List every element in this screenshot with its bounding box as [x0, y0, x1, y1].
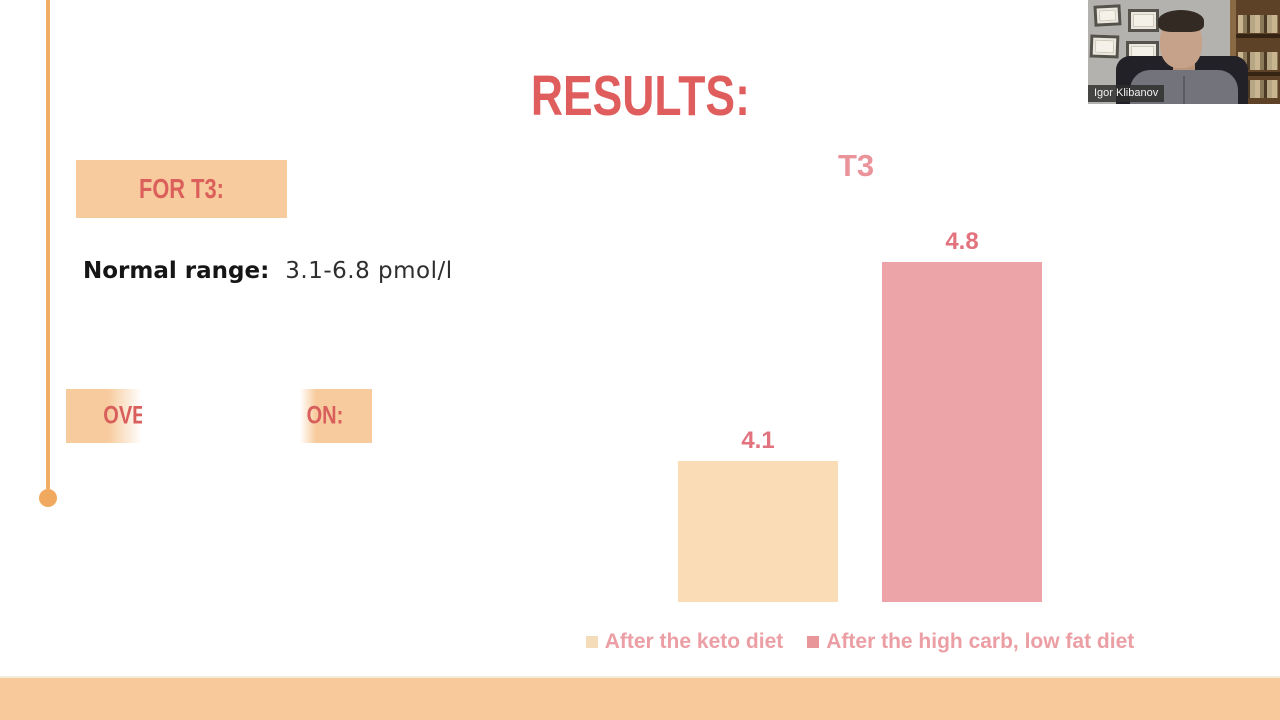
certificate — [1094, 39, 1115, 54]
for-t3-label: FOR T3: — [139, 173, 224, 204]
legend-label-high-carb: After the high carb, low fat diet — [826, 630, 1135, 653]
books — [1238, 15, 1278, 33]
chart-legend: After the keto diet After the high carb,… — [440, 628, 1280, 656]
partial-caption-box-right: ON: — [300, 389, 372, 443]
normal-range-value: 3.1-6.8 pmol/l — [285, 258, 453, 284]
books — [1238, 80, 1278, 98]
partial-caption-left-text: OVE — [103, 401, 142, 430]
normal-range-row: Normal range: 3.1-6.8 pmol/l — [83, 258, 453, 284]
legend-item-keto: After the keto diet — [585, 630, 784, 654]
certificate — [1133, 14, 1154, 27]
webcam-name-badge: Igor Klibanov — [1088, 85, 1165, 102]
slide-title-text: RESULTS: — [530, 64, 750, 129]
sweater-zipper — [1183, 76, 1185, 104]
shelf — [1236, 72, 1280, 76]
bar-value-label: 4.8 — [945, 228, 979, 255]
partial-caption-right-text: ON: — [306, 401, 344, 430]
bar-high-carb-diet — [882, 262, 1042, 602]
books — [1238, 52, 1278, 70]
for-t3-highlight-box: FOR T3: — [76, 160, 287, 218]
webcam-overlay: Igor Klibanov — [1088, 0, 1280, 104]
chart-title: T3 — [838, 148, 875, 183]
shelf — [1236, 34, 1280, 38]
slide-title: RESULTS: — [0, 68, 1280, 125]
legend-swatch-high-carb-icon — [807, 636, 820, 648]
legend-label-keto: After the keto diet — [604, 630, 784, 653]
certificate-frame — [1128, 9, 1159, 32]
partial-caption-box-left: OVE — [66, 389, 142, 443]
bar-value-label: 4.1 — [741, 427, 775, 454]
certificate-frame — [1093, 4, 1122, 27]
normal-range-label: Normal range: — [83, 258, 270, 284]
timeline-line — [46, 0, 50, 489]
person-hair — [1158, 10, 1204, 32]
bottom-accent-band — [0, 676, 1280, 720]
legend-swatch-keto-icon — [585, 636, 598, 648]
certificate-frame — [1089, 34, 1120, 59]
bar-keto-diet — [678, 461, 838, 602]
legend-item-high-carb: After the high carb, low fat diet — [807, 630, 1134, 654]
certificate — [1098, 9, 1117, 22]
bookshelf-edge — [1230, 0, 1236, 104]
timeline-dot-icon — [39, 489, 57, 507]
